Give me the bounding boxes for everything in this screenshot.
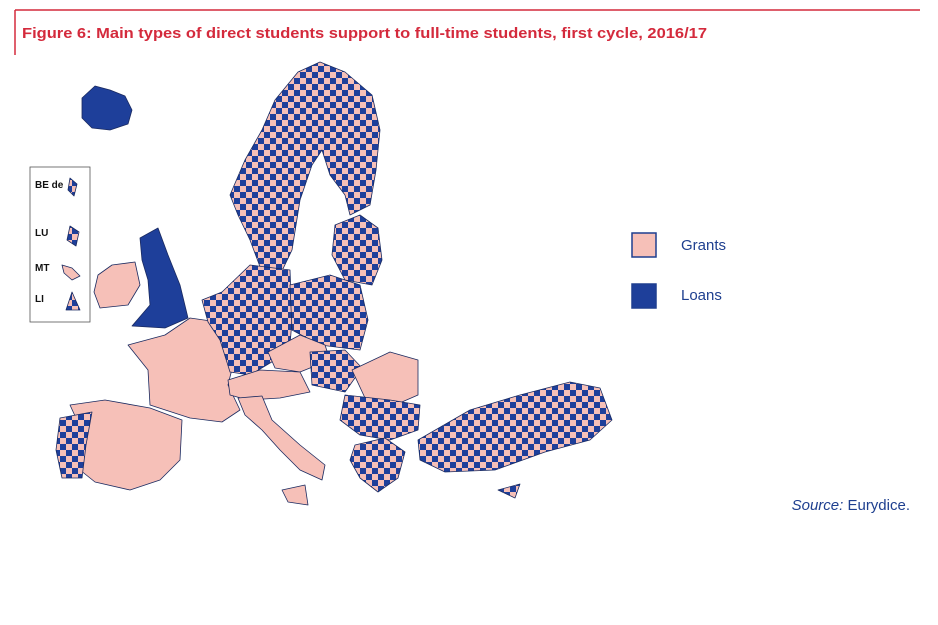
source: Source: Eurydice. [792,497,910,514]
source-text: Eurydice. [847,497,910,514]
title: Figure 6: Main types of direct students … [22,25,707,42]
source-label: Source: [792,497,844,514]
inset-box: BE de LU MT LI [29,166,91,323]
legend-swatch [631,283,657,309]
legend-label: Grants [681,237,726,254]
legend-swatch [631,232,657,258]
inset-label: BE de [35,180,64,191]
inset-label: MT [35,263,49,274]
legend-label: Loans [681,287,722,304]
map [55,61,613,506]
inset-label: LU [35,228,48,239]
inset-label: LI [35,294,44,305]
